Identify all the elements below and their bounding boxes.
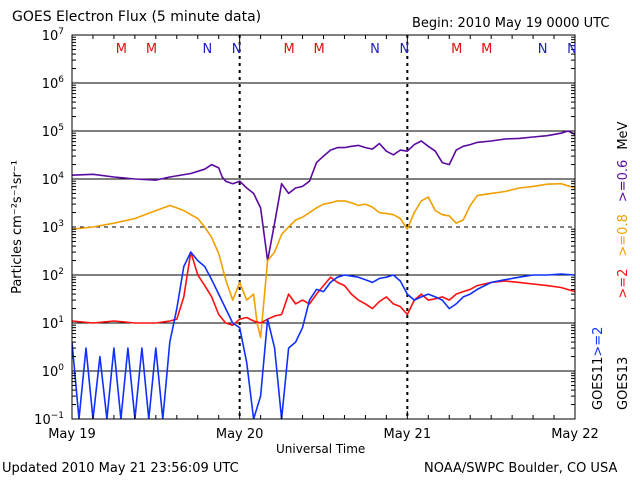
marker-label: N bbox=[399, 42, 409, 57]
x-tick-label: May 19 bbox=[48, 427, 96, 442]
legend-item: >=0.6 bbox=[616, 160, 631, 202]
legend-item: >=2 bbox=[591, 327, 606, 357]
y-tick-label: 101 bbox=[42, 315, 64, 332]
x-tick-label: May 20 bbox=[216, 427, 264, 442]
series-layer bbox=[72, 130, 575, 419]
marker-label: N bbox=[538, 42, 548, 57]
y-tick-label: 106 bbox=[42, 75, 65, 92]
y-tick-label: 10−1 bbox=[34, 411, 64, 428]
legend-item: >=0.8 bbox=[616, 214, 631, 256]
marker-label: M bbox=[451, 42, 462, 57]
series-line-1 bbox=[72, 182, 575, 339]
chart-title: GOES Electron Flux (5 minute data) bbox=[12, 9, 262, 25]
y-tick-label: 104 bbox=[42, 171, 65, 188]
y-tick-label: 107 bbox=[42, 27, 64, 44]
y-axis-label: Particles cm⁻²s⁻¹sr⁻¹ bbox=[10, 160, 25, 294]
y-tick-label: 102 bbox=[42, 267, 64, 284]
legend-sat-goes13: GOES13 bbox=[616, 357, 631, 410]
marker-label: N bbox=[232, 42, 242, 57]
updated-timestamp: Updated 2010 May 21 23:56:09 UTC bbox=[2, 461, 239, 476]
x-tick-label: May 22 bbox=[551, 427, 599, 442]
x-tick-label: May 21 bbox=[384, 427, 432, 442]
begin-time: Begin: 2010 May 19 0000 UTC bbox=[412, 16, 610, 31]
y-tick-label: 103 bbox=[42, 219, 64, 236]
marker-label: M bbox=[481, 42, 492, 57]
legend-item: >=2 bbox=[616, 269, 631, 299]
legend-unit: MeV bbox=[616, 121, 631, 149]
y-tick-label: 105 bbox=[42, 123, 64, 140]
y-tick-label: 100 bbox=[42, 363, 65, 380]
series-line-3 bbox=[72, 251, 575, 419]
legend-sat-goes11: GOES11 bbox=[591, 357, 606, 410]
marker-label: M bbox=[313, 42, 324, 57]
marker-label: M bbox=[283, 42, 294, 57]
series-line-2 bbox=[72, 251, 575, 327]
marker-label: N bbox=[202, 42, 212, 57]
marker-label: M bbox=[116, 42, 127, 57]
legend-goes11: GOES11>=2 bbox=[591, 327, 606, 410]
marker-label: M bbox=[146, 42, 157, 57]
axes: 10−1 100 101 102 103 104 105 106 107 May 19 May 20… bbox=[34, 27, 599, 442]
x-axis-label: Universal Time bbox=[276, 442, 366, 456]
series-line-0 bbox=[72, 130, 575, 262]
marker-label: N bbox=[567, 42, 577, 57]
legend-goes13: GOES13 >=2 >=0.8 >=0.6 MeV bbox=[616, 121, 631, 410]
credit-line: NOAA/SWPC Boulder, CO USA bbox=[424, 461, 618, 476]
marker-label: N bbox=[370, 42, 380, 57]
plot-grid bbox=[72, 35, 575, 419]
